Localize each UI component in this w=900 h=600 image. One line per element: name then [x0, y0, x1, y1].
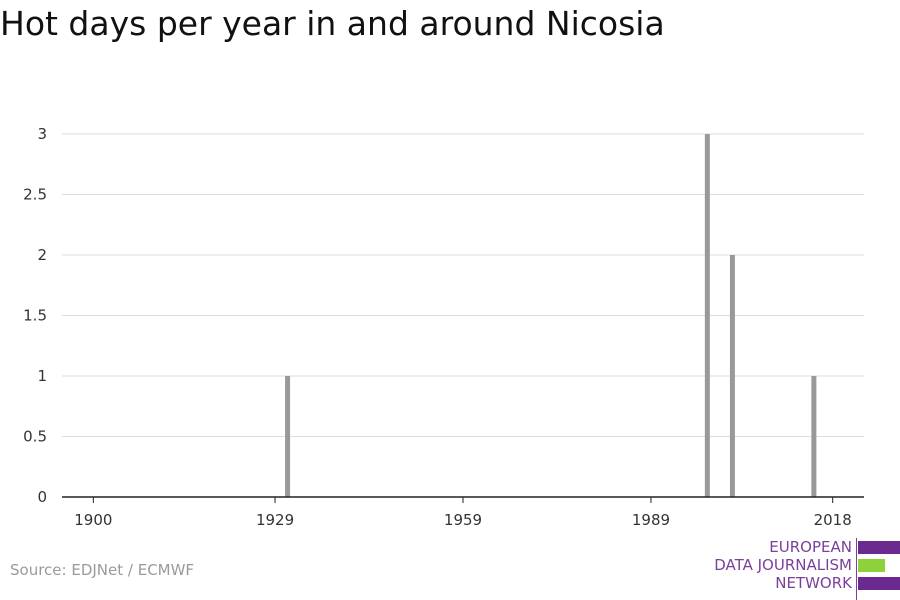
y-tick-label: 1.5	[23, 307, 47, 325]
y-tick-label: 0.5	[23, 428, 47, 446]
y-tick-label: 0	[37, 488, 47, 506]
x-tick-label: 2018	[814, 511, 852, 529]
x-tick-label: 1989	[632, 511, 670, 529]
x-axis	[62, 496, 864, 503]
bar	[811, 376, 817, 497]
edjnet-logo: EUROPEAN DATA JOURNALISM NETWORK	[690, 538, 900, 600]
gridlines	[62, 133, 864, 437]
logo-bar-purple-top	[858, 541, 900, 554]
bar	[285, 376, 291, 497]
logo-bar-purple-bottom	[858, 577, 900, 590]
y-tick-label: 2	[37, 246, 47, 264]
x-tick-label: 1959	[444, 511, 482, 529]
logo-line-1: EUROPEAN	[769, 538, 852, 556]
bar	[704, 134, 710, 497]
x-axis-tick-labels: 1900 1929 1959 1989 2018	[74, 511, 852, 529]
y-tick-label: 3	[37, 125, 47, 143]
bars	[285, 134, 817, 497]
y-axis-tick-labels: 0 0.5 1 1.5 2 2.5 3	[23, 125, 47, 506]
logo-bar-green	[858, 559, 885, 572]
logo-line-2: DATA JOURNALISM	[714, 556, 852, 574]
bar	[729, 255, 735, 497]
x-tick-label: 1929	[256, 511, 294, 529]
logo-divider	[856, 538, 857, 600]
chart-title: Hot days per year in and around Nicosia	[0, 4, 665, 43]
source-note: Source: EDJNet / ECMWF	[10, 561, 195, 579]
y-tick-label: 1	[37, 367, 47, 385]
x-tick-label: 1900	[74, 511, 112, 529]
y-tick-label: 2.5	[23, 186, 47, 204]
logo-line-3: NETWORK	[775, 574, 852, 592]
